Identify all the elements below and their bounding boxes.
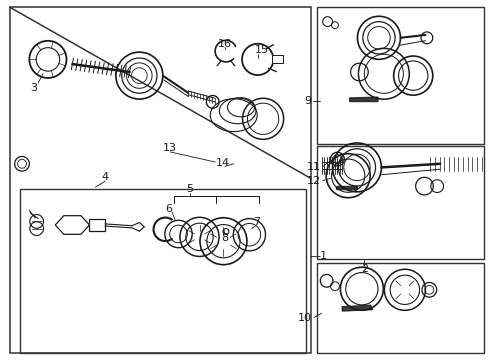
Text: 12: 12	[306, 176, 320, 186]
Text: 7: 7	[253, 217, 260, 228]
Bar	[316, 263, 483, 353]
Text: 16: 16	[218, 39, 231, 49]
Bar	[272, 55, 283, 63]
Bar	[89, 219, 105, 231]
Text: 9: 9	[303, 96, 310, 106]
Text: 3: 3	[30, 83, 37, 93]
Text: 13: 13	[163, 143, 177, 153]
Text: 8: 8	[221, 233, 228, 243]
Text: 5: 5	[186, 184, 193, 194]
Polygon shape	[336, 186, 356, 189]
Bar	[10, 7, 310, 353]
Text: 15: 15	[254, 45, 268, 55]
Bar	[316, 146, 483, 259]
Text: 11: 11	[306, 162, 320, 172]
Text: 6: 6	[165, 204, 172, 214]
Polygon shape	[342, 305, 372, 311]
Bar	[316, 7, 483, 144]
Text: 4: 4	[102, 172, 108, 182]
Text: 14: 14	[215, 158, 229, 168]
Text: 10: 10	[297, 312, 311, 323]
Polygon shape	[349, 97, 377, 102]
Bar	[20, 189, 305, 353]
Text: 2: 2	[360, 264, 367, 274]
Text: —1: —1	[308, 251, 326, 261]
